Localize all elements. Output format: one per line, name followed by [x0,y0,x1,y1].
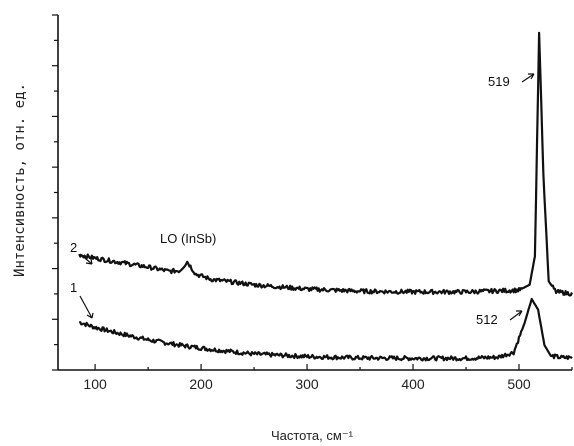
x-tick-label-200: 200 [189,376,213,392]
x-tick-label-100: 100 [83,376,107,392]
x-tick-label-400: 400 [401,376,425,392]
x-axis-title: Частота, см⁻¹ [271,428,354,443]
series-1-label-arrow [79,295,94,319]
annotation-519-arrow [521,73,535,83]
series-1-label: 1 [70,280,77,295]
annotation-512-arrow [509,310,523,321]
y-axis-title: Интенсивность, отн. ед. [12,83,28,277]
annotation-512: 512 [476,312,498,327]
series-2-label: 2 [70,240,77,255]
x-axis-ticks: 100 200 300 400 500 [83,364,573,392]
series-line-2 [78,31,574,297]
series-2-label-arrow [79,253,93,265]
series-line-1 [79,297,573,362]
annotation-lo-insb: LO (InSb) [160,231,216,246]
x-tick-label-300: 300 [295,376,319,392]
y-axis-ticks [52,14,58,371]
spectrum-curves [78,31,574,362]
x-tick-label-500: 500 [507,376,531,392]
annotation-519: 519 [488,74,510,89]
